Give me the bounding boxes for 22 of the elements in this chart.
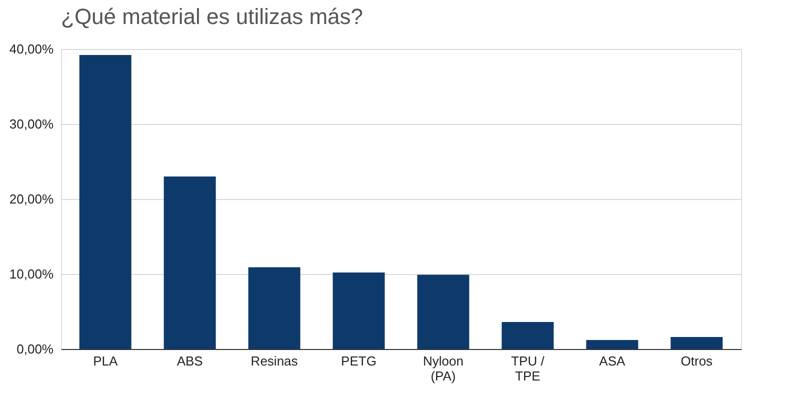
x-tick-label: Nyloon (PA) bbox=[423, 354, 464, 384]
bar bbox=[248, 267, 300, 349]
y-tick-label: 20,00% bbox=[9, 192, 54, 206]
bar bbox=[502, 322, 554, 349]
x-tick-label: ABS bbox=[176, 354, 204, 368]
x-tick-label: PLA bbox=[93, 354, 118, 368]
chart-title: ¿Qué material es utilizas más? bbox=[61, 4, 363, 29]
x-tick-label: Otros bbox=[680, 354, 714, 368]
y-tick-label: 40,00% bbox=[9, 42, 54, 56]
bar bbox=[332, 272, 385, 349]
bar bbox=[164, 176, 216, 349]
x-tick-label: ASA bbox=[599, 354, 626, 368]
bar bbox=[586, 340, 638, 349]
y-tick-label: 0,00% bbox=[16, 342, 54, 356]
y-tick-label: 30,00% bbox=[9, 116, 54, 132]
x-tick-label: PETG bbox=[341, 354, 376, 368]
bar bbox=[670, 337, 723, 349]
y-tick-label: 10,00% bbox=[9, 266, 54, 282]
bar bbox=[79, 55, 132, 349]
x-tick-label: TPU / TPE bbox=[511, 354, 545, 384]
bar bbox=[417, 274, 470, 349]
x-tick-label: Resinas bbox=[250, 354, 298, 368]
